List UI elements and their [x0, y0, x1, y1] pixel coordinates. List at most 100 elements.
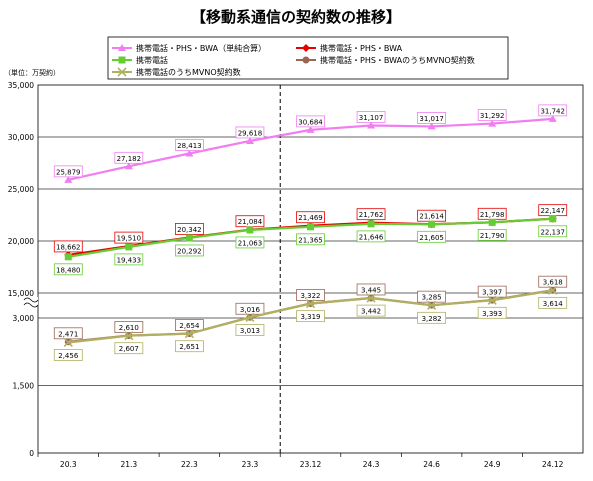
y-tick-label: 20,000 — [8, 237, 34, 246]
data-point — [488, 218, 496, 226]
data-label-box — [235, 126, 265, 139]
data-label: 21,605 — [419, 234, 444, 242]
legend-label: 携帯電話 — [136, 55, 168, 65]
y-tick-label: 25,000 — [8, 185, 34, 194]
data-point — [487, 295, 497, 305]
data-point — [185, 234, 193, 242]
data-label-box — [114, 231, 144, 244]
data-point — [302, 56, 310, 64]
data-label: 2,607 — [119, 345, 139, 353]
data-label: 22,137 — [540, 228, 565, 236]
axis-break-mark — [23, 297, 39, 308]
data-point — [124, 331, 134, 341]
data-point — [124, 162, 133, 170]
data-label: 3,618 — [543, 279, 563, 287]
data-label: 31,292 — [480, 112, 505, 120]
data-label-box — [356, 111, 386, 123]
data-label-box — [53, 165, 83, 178]
data-point — [427, 122, 436, 130]
data-point — [64, 253, 72, 261]
data-label: 19,510 — [117, 235, 142, 243]
data-point — [185, 149, 194, 157]
data-label-box — [235, 324, 265, 336]
data-point — [246, 226, 254, 234]
data-label: 3,442 — [361, 308, 381, 316]
y-tick-label: 30,000 — [8, 133, 34, 142]
data-label: 3,285 — [422, 294, 442, 302]
data-label-box — [296, 211, 325, 224]
data-label-box — [174, 319, 204, 331]
data-point — [64, 175, 73, 183]
data-label-box — [174, 223, 204, 235]
x-tick-label: 24.9 — [484, 460, 501, 469]
legend-entry: 携帯電話・PHS・BWA — [296, 43, 403, 53]
data-label-box — [417, 112, 447, 124]
data-label: 2,651 — [179, 343, 199, 351]
data-point-stroke — [548, 285, 558, 295]
legend: 携帯電話・PHS・BWA（単純合算） 携帯電話・PHS・BWA 携帯電話 携帯電話・P… — [107, 36, 509, 80]
data-point — [548, 114, 557, 122]
data-label: 22,147 — [540, 207, 565, 215]
data-label: 2,610 — [119, 324, 139, 332]
data-point-stroke — [117, 67, 127, 77]
legend-label: 携帯電話・PHS・BWA — [320, 43, 403, 53]
data-point — [63, 337, 73, 348]
data-label: 28,413 — [177, 142, 202, 150]
x-tick-label: 20.3 — [60, 460, 77, 469]
data-label-box — [538, 296, 568, 309]
data-point-stroke — [305, 299, 316, 309]
x-tick-label: 22.3 — [181, 460, 198, 469]
data-label: 2,456 — [58, 352, 79, 360]
data-label: 30,684 — [298, 118, 323, 126]
data-point — [306, 125, 315, 133]
data-label-box — [174, 340, 204, 353]
data-label-box — [296, 289, 325, 301]
data-label-box — [174, 139, 204, 151]
axis-break-wave — [23, 302, 39, 308]
data-point-stroke — [427, 300, 437, 310]
data-point-stroke — [366, 293, 376, 303]
y-tick-label: 1,500 — [13, 382, 35, 391]
data-label: 21,469 — [298, 214, 323, 222]
data-label: 31,017 — [419, 115, 444, 123]
legend-entry: 携帯電話・PHS・BWAのうちMVNO契約数 — [296, 55, 475, 65]
data-label: 25,879 — [56, 168, 81, 176]
legend-label: 携帯電話・PHS・BWA（単純合算） — [136, 43, 266, 53]
data-label: 20,342 — [177, 226, 202, 234]
data-label: 21,365 — [298, 236, 323, 244]
series-2: 18,480 19,433 20,292 21,063 21,365 21,646 21,6… — [53, 215, 568, 276]
data-label: 3,319 — [300, 313, 320, 321]
y-tick-label: 15,000 — [8, 289, 34, 298]
legend-entry: 携帯電話のうちMVNO契約数 — [112, 67, 241, 77]
x-tick-label: 24.12 — [542, 460, 564, 469]
data-label: 20,292 — [177, 247, 202, 255]
x-tick-label: 21.3 — [120, 460, 137, 469]
data-point — [305, 299, 316, 309]
x-tick-label: 24.6 — [423, 460, 440, 469]
data-label: 21,762 — [359, 211, 384, 219]
data-label: 18,480 — [56, 266, 81, 274]
axis-break-wave — [23, 297, 39, 303]
data-label-box — [296, 310, 325, 323]
data-point — [125, 243, 133, 251]
data-label-box — [538, 275, 568, 288]
data-label-box — [114, 253, 144, 266]
data-label: 3,282 — [422, 315, 442, 323]
data-label-box — [477, 285, 507, 298]
data-label-box — [174, 244, 204, 257]
legend-label: 携帯電話のうちMVNO契約数 — [136, 67, 241, 77]
y-tick-label: 0 — [29, 449, 34, 458]
data-label-box — [417, 311, 447, 324]
data-label: 3,393 — [482, 310, 502, 318]
data-point — [117, 67, 127, 77]
legend-entry: 携帯電話・PHS・BWA（単純合算） — [112, 43, 266, 53]
data-label-box — [417, 230, 447, 243]
unit-label: （単位：万契約） — [4, 68, 60, 77]
data-label-box — [114, 342, 144, 355]
data-label: 18,662 — [56, 243, 81, 251]
plot-frame — [37, 84, 584, 454]
data-label: 3,016 — [240, 306, 261, 314]
data-label: 3,614 — [543, 300, 564, 308]
data-point — [302, 44, 310, 52]
